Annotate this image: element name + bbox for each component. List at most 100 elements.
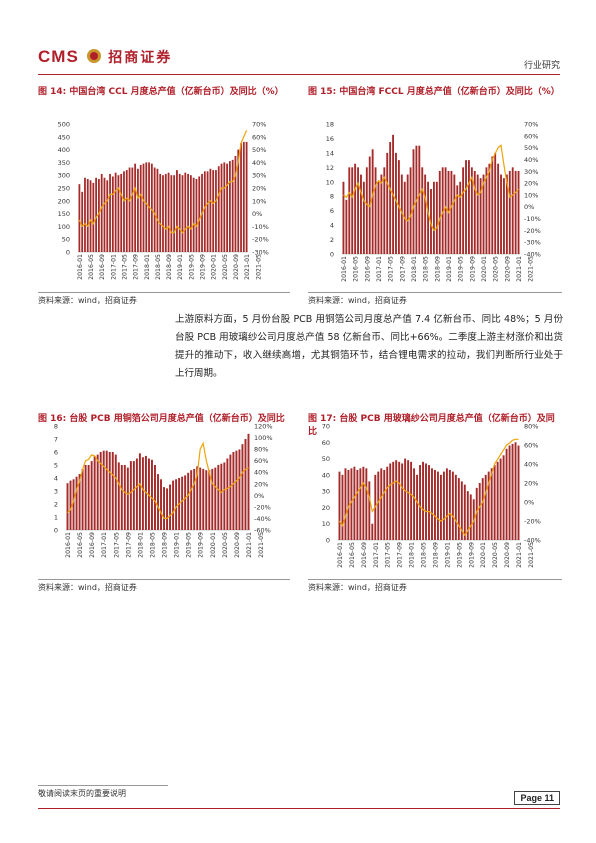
y2-tick-label: 50% [252,146,266,154]
bar [351,167,354,254]
x-tick-label: 2019-05 [458,256,465,282]
bar [460,481,463,540]
bar [145,162,148,252]
bar [162,175,164,252]
y2-tick-label: -30% [524,239,541,247]
bar [383,469,386,540]
bar [485,167,488,254]
bar [128,167,131,252]
bar [160,479,162,530]
y2-tick-label: 60% [254,457,268,465]
x-tick-label: 2019-09 [200,254,207,280]
bar [377,181,380,254]
y-tick-label: 20 [322,504,330,512]
bar [466,491,469,540]
bar [479,178,482,254]
bar [344,468,347,540]
bar [215,170,217,252]
x-tick-label: 2019-01 [174,532,181,558]
bar [84,465,87,530]
y2-tick-label: 10% [252,197,266,205]
bar [491,156,494,254]
x-tick-label: 2016-05 [353,256,360,282]
x-tick-label: 2018-09 [166,254,173,280]
bar [462,167,465,254]
bar [475,487,478,540]
x-tick-label: 2016-09 [364,256,371,282]
x-tick-label: 2020-01 [480,542,487,568]
y-tick-label: 2 [54,501,58,509]
x-tick-label: 2021-01 [244,254,251,280]
bar [153,167,156,252]
bar [468,160,470,254]
bar [228,161,231,252]
bar [237,149,240,252]
figure-title-15: 图 15: 中国台湾 FCCL 月度总产值（亿新台币）及同比（%） [308,87,560,97]
y2-tick-label: 20% [252,185,266,193]
y2-tick-label: 40% [524,156,538,164]
y2-tick-label: -60% [254,527,271,535]
bar [392,461,395,540]
y-tick-label: 50 [322,455,330,463]
bar [176,170,178,252]
y-tick-label: 500 [58,121,70,129]
bar [499,458,502,540]
x-tick-label: 2018-09 [432,542,439,568]
bar [514,442,517,540]
bar [147,458,150,530]
bar [90,461,93,530]
x-tick-label: 2017-05 [385,542,392,568]
bar [368,481,371,540]
chart-ccl-output: 0 50 100 150 200 250 300 350 400 450 500 -30% -20% -1… [58,121,269,280]
x-tick-label: 2021-01 [246,532,253,558]
y2-tick-label: 100% [254,434,273,442]
bar [451,471,454,540]
bar [181,175,184,252]
y2-tick-label: 0% [524,499,534,507]
bar [226,163,228,252]
bar [189,175,192,252]
x-tick-label: 2016-05 [349,542,356,568]
yoy-line [338,438,519,537]
bar [404,458,407,540]
bar [497,163,500,254]
y2-tick-label: 70% [252,121,266,129]
x-tick-label: 2019-09 [198,532,205,558]
x-tick-label: 2017-05 [113,532,120,558]
figure-title-16: 图 16: 台股 PCB 用铜箔公司月度总产值（亿新台币）及同比 [38,414,285,424]
bar [72,479,75,530]
bar [435,181,438,254]
y-tick-label: 300 [58,172,70,180]
x-tick-label: 2019-01 [446,256,453,282]
y2-tick-label: -40% [254,515,271,523]
x-tick-label: 2017-05 [121,254,128,280]
bar [425,463,427,540]
bar [81,191,84,252]
bar [457,478,460,540]
x-tick-label: 2018-09 [162,532,169,558]
bar [75,476,78,530]
bar [431,468,433,540]
bar [353,466,356,540]
bar [242,141,245,252]
x-tick-label: 2018-09 [434,256,441,282]
x-tick-label: 2018-01 [137,532,144,558]
bar [102,450,105,530]
x-tick-label: 2021-05 [258,532,265,558]
bar [223,462,226,530]
bar [120,173,123,252]
bar [496,461,499,540]
bar [203,171,206,252]
bar [441,167,444,254]
y2-tick-label: -10% [252,223,269,231]
x-tick-label: 2016-09 [361,542,368,568]
bar [357,167,359,254]
bar [141,457,144,530]
brand-logo: CMS 招商证券 [38,47,172,67]
bar [432,181,435,254]
bar [196,466,199,530]
bar [365,167,368,254]
y2-tick-label: 20% [524,480,538,488]
x-tick-label: 2016-01 [65,532,72,558]
bar [151,459,153,530]
